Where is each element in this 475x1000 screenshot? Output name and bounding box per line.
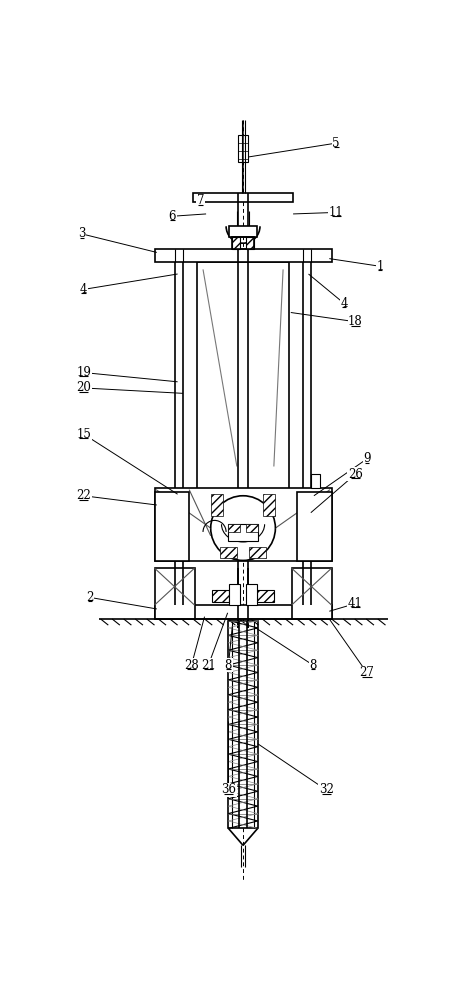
Text: 15: 15 bbox=[76, 428, 91, 441]
Text: 27: 27 bbox=[360, 666, 374, 679]
Text: 1: 1 bbox=[376, 260, 384, 273]
Text: 20: 20 bbox=[76, 381, 91, 394]
Bar bbox=[228, 620, 257, 828]
Bar bbox=[246, 524, 258, 532]
Text: 41: 41 bbox=[348, 597, 363, 610]
Bar bbox=[232, 237, 240, 249]
Bar bbox=[211, 494, 223, 516]
Bar bbox=[229, 584, 240, 605]
Text: 4: 4 bbox=[80, 283, 87, 296]
Bar bbox=[193, 193, 293, 202]
Text: 11: 11 bbox=[329, 206, 343, 219]
Text: 36: 36 bbox=[221, 783, 236, 796]
Bar bbox=[297, 492, 332, 561]
Text: 26: 26 bbox=[348, 468, 363, 481]
Text: 19: 19 bbox=[76, 366, 91, 379]
Bar bbox=[154, 568, 195, 619]
Text: 28: 28 bbox=[184, 659, 199, 672]
Text: 18: 18 bbox=[348, 315, 363, 328]
Bar bbox=[212, 590, 229, 602]
Bar bbox=[232, 237, 254, 249]
Bar bbox=[249, 547, 266, 558]
Text: 6: 6 bbox=[169, 210, 176, 223]
Text: 21: 21 bbox=[201, 659, 216, 672]
Text: 8: 8 bbox=[225, 659, 232, 672]
Bar bbox=[263, 494, 276, 516]
Bar bbox=[154, 488, 332, 561]
Bar bbox=[246, 237, 254, 249]
Bar bbox=[154, 492, 189, 561]
Bar bbox=[154, 605, 332, 619]
Bar bbox=[228, 524, 240, 532]
Text: 9: 9 bbox=[363, 452, 371, 465]
Bar bbox=[257, 590, 274, 602]
Text: 8: 8 bbox=[309, 659, 317, 672]
Text: 7: 7 bbox=[197, 194, 204, 207]
Bar bbox=[220, 547, 237, 558]
Bar bbox=[228, 524, 258, 541]
Bar bbox=[154, 249, 332, 262]
Bar bbox=[229, 226, 257, 237]
Text: 3: 3 bbox=[78, 227, 86, 240]
Text: 32: 32 bbox=[319, 783, 333, 796]
Text: 2: 2 bbox=[86, 591, 94, 604]
Text: 4: 4 bbox=[340, 297, 348, 310]
Bar bbox=[238, 135, 248, 162]
Bar bbox=[246, 584, 257, 605]
Bar bbox=[197, 262, 289, 490]
Text: 22: 22 bbox=[76, 489, 91, 502]
Bar bbox=[292, 568, 332, 619]
Text: 5: 5 bbox=[332, 137, 340, 150]
Bar bbox=[311, 474, 320, 488]
